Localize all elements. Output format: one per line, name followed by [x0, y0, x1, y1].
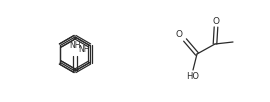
Text: NH: NH	[78, 45, 89, 54]
Text: O: O	[212, 17, 220, 26]
Text: NH: NH	[69, 41, 81, 50]
Text: O: O	[176, 30, 183, 39]
Text: HO: HO	[187, 72, 200, 81]
